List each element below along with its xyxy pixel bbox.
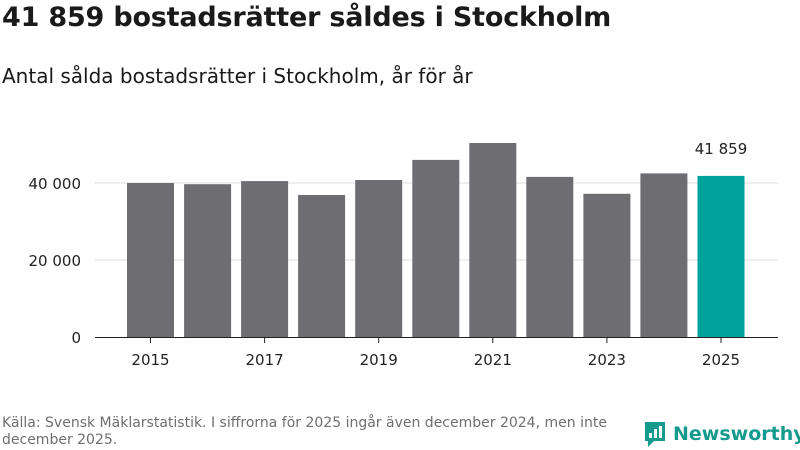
bar — [583, 193, 631, 337]
bar — [241, 181, 289, 337]
bar-chart: 0 20 000 40 000 2015 2017 2019 2021 2023 2025 41 … — [29, 140, 778, 369]
x-tick-label: 2017 — [246, 351, 284, 369]
x-tick-label: 2021 — [474, 351, 512, 369]
brand-name: Newsworthy — [673, 423, 800, 445]
bar — [184, 184, 232, 337]
x-tick-label: 2023 — [588, 351, 626, 369]
y-tick-label: 40 000 — [29, 175, 82, 193]
bar — [412, 159, 460, 337]
bar — [355, 180, 403, 337]
x-tick-label: 2015 — [131, 351, 169, 369]
y-tick-label: 0 — [71, 329, 81, 347]
chart-title: 41 859 bostadsrätter såldes i Stockholm — [2, 2, 612, 33]
newsworthy-logo: Newsworthy — [643, 420, 800, 448]
bar — [526, 176, 574, 337]
data-label: 41 859 — [695, 140, 748, 158]
bar — [469, 143, 517, 337]
bar — [298, 195, 346, 337]
x-tick-label: 2019 — [360, 351, 398, 369]
bar-highlight — [697, 175, 745, 337]
bar-chart-speech-bubble-icon — [645, 422, 665, 447]
bar — [640, 173, 688, 337]
bar — [127, 183, 174, 337]
source-note: Källa: Svensk Mäklarstatistik. I siffror… — [2, 415, 607, 448]
x-tick-label: 2025 — [702, 351, 740, 369]
chart-subtitle: Antal sålda bostadsrätter i Stockholm, å… — [2, 64, 473, 88]
y-tick-label: 20 000 — [29, 252, 82, 270]
